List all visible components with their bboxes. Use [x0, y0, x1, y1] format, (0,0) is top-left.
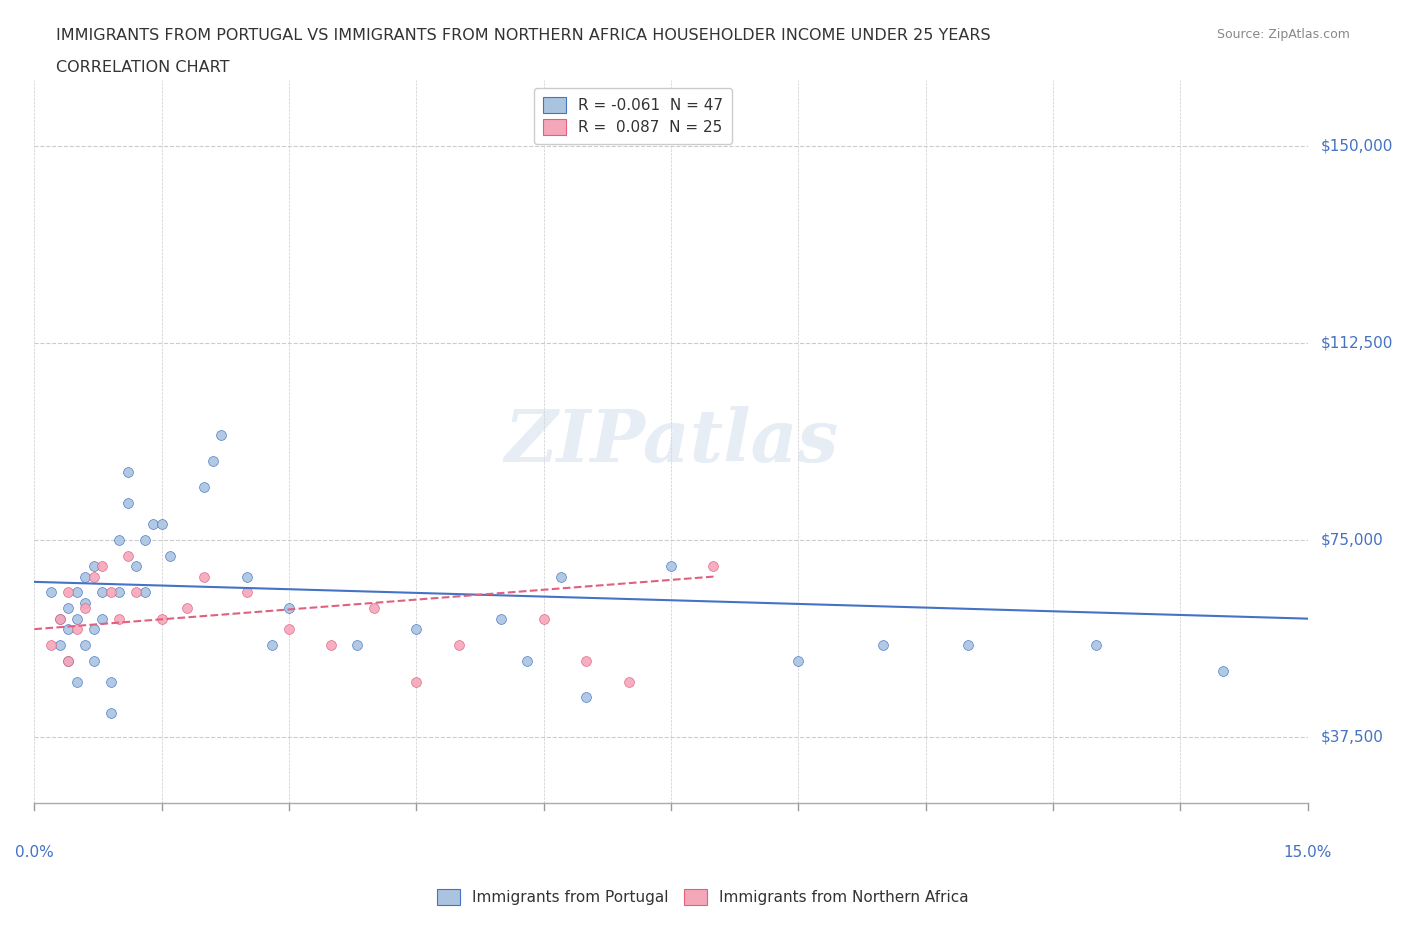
Point	[58, 585, 80, 600]
Point	[100, 674, 122, 689]
Point	[108, 611, 131, 626]
Point	[209, 427, 232, 442]
Point	[550, 569, 572, 584]
Point	[872, 637, 894, 652]
Point	[75, 595, 97, 610]
Point	[58, 601, 80, 616]
Point	[575, 653, 598, 668]
Point	[1212, 664, 1234, 679]
Point	[58, 622, 80, 637]
Point	[159, 548, 181, 563]
Point	[100, 706, 122, 721]
Legend: R = -0.061  N = 47, R =  0.087  N = 25: R = -0.061 N = 47, R = 0.087 N = 25	[534, 87, 733, 144]
Point	[491, 611, 513, 626]
Point	[41, 585, 63, 600]
Point	[117, 548, 139, 563]
Point	[201, 454, 224, 469]
Point	[91, 559, 114, 574]
Point	[100, 585, 122, 600]
Point	[193, 569, 215, 584]
Text: IMMIGRANTS FROM PORTUGAL VS IMMIGRANTS FROM NORTHERN AFRICA HOUSEHOLDER INCOME U: IMMIGRANTS FROM PORTUGAL VS IMMIGRANTS F…	[56, 28, 991, 43]
Point	[787, 653, 810, 668]
Point	[193, 480, 215, 495]
Point	[262, 637, 284, 652]
Point	[83, 622, 105, 637]
Point	[278, 622, 301, 637]
Point	[278, 601, 301, 616]
Point	[91, 585, 114, 600]
Point	[125, 585, 148, 600]
Point	[66, 611, 89, 626]
Point	[702, 559, 724, 574]
Point	[49, 637, 72, 652]
Point	[659, 559, 682, 574]
Point	[49, 611, 72, 626]
Text: Source: ZipAtlas.com: Source: ZipAtlas.com	[1216, 28, 1350, 41]
Point	[363, 601, 385, 616]
Point	[346, 637, 368, 652]
Point	[49, 611, 72, 626]
Point	[108, 532, 131, 547]
Point	[83, 559, 105, 574]
Point	[447, 637, 470, 652]
Text: $150,000: $150,000	[1320, 139, 1393, 153]
Legend: Immigrants from Portugal, Immigrants from Northern Africa: Immigrants from Portugal, Immigrants fro…	[427, 881, 979, 914]
Point	[176, 601, 198, 616]
Point	[66, 585, 89, 600]
Point	[41, 637, 63, 652]
Text: CORRELATION CHART: CORRELATION CHART	[56, 60, 229, 75]
Point	[117, 464, 139, 479]
Point	[75, 637, 97, 652]
Point	[1084, 637, 1107, 652]
Text: ZIPatlas: ZIPatlas	[503, 405, 838, 477]
Text: $112,500: $112,500	[1320, 336, 1393, 351]
Point	[66, 674, 89, 689]
Point	[235, 569, 257, 584]
Point	[150, 611, 173, 626]
Text: $37,500: $37,500	[1320, 729, 1384, 744]
Point	[575, 690, 598, 705]
Point	[58, 653, 80, 668]
Point	[134, 585, 156, 600]
Point	[321, 637, 343, 652]
Point	[533, 611, 555, 626]
Point	[150, 517, 173, 532]
Point	[134, 532, 156, 547]
Point	[83, 569, 105, 584]
Point	[405, 622, 427, 637]
Point	[235, 585, 257, 600]
Text: 15.0%: 15.0%	[1284, 844, 1331, 859]
Point	[66, 622, 89, 637]
Point	[516, 653, 538, 668]
Point	[142, 517, 165, 532]
Point	[108, 585, 131, 600]
Point	[117, 496, 139, 511]
Text: $75,000: $75,000	[1320, 532, 1384, 548]
Point	[405, 674, 427, 689]
Point	[58, 653, 80, 668]
Point	[617, 674, 640, 689]
Text: 0.0%: 0.0%	[15, 844, 53, 859]
Point	[957, 637, 980, 652]
Point	[75, 601, 97, 616]
Point	[125, 559, 148, 574]
Point	[75, 569, 97, 584]
Point	[83, 653, 105, 668]
Point	[91, 611, 114, 626]
